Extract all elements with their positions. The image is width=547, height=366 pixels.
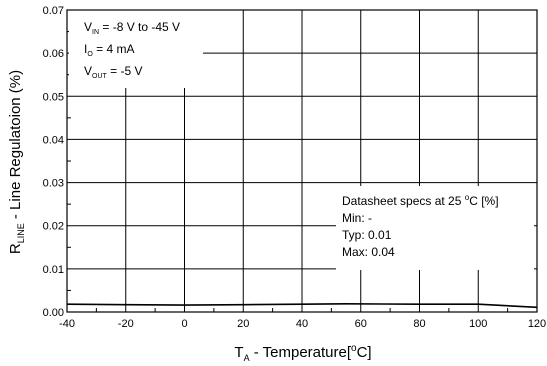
- condition-vout: VOUT = -5 V: [84, 64, 142, 80]
- y-tick-label: 0.07: [43, 5, 64, 17]
- specs-min: Min: -: [342, 211, 372, 225]
- y-axis-label: RLINE - Line Regulatoion (%): [7, 70, 26, 254]
- x-tick-label: 100: [469, 318, 487, 330]
- condition-io: IO = 4 mA: [84, 42, 134, 58]
- condition-vin: VIN = -8 V to -45 V: [84, 20, 180, 36]
- grid-lines: [67, 10, 537, 312]
- plot-frame: [66, 9, 538, 313]
- y-tick-label: 0.04: [43, 134, 64, 146]
- x-tick-label: -40: [59, 318, 75, 330]
- datasheet-specs-box: Datasheet specs at 25 oC [%] Min: - Typ:…: [336, 186, 534, 270]
- specs-typ: Typ: 0.01: [342, 228, 392, 242]
- line-regulation-series: [66, 302, 538, 309]
- y-tick-label: 0.00: [43, 307, 64, 319]
- specs-max: Max: 0.04: [342, 245, 395, 259]
- x-tick-label: 60: [355, 318, 367, 330]
- x-axis-ticks: -40 -20 0 20 40 60 80 100 120: [59, 308, 546, 330]
- y-tick-label: 0.03: [43, 178, 64, 190]
- y-axis-ticks: 0.00 0.01 0.02 0.03 0.04 0.05 0.06 0.07: [43, 5, 71, 319]
- x-tick-label: 0: [181, 318, 187, 330]
- y-tick-label: 0.01: [43, 264, 64, 276]
- x-tick-label: 40: [296, 318, 308, 330]
- x-axis-label: TA - Temperature[oC]: [234, 343, 371, 363]
- y-tick-label: 0.02: [43, 221, 64, 233]
- x-tick-label: 120: [528, 318, 546, 330]
- y-tick-label: 0.06: [43, 48, 64, 60]
- x-tick-label: -20: [118, 318, 134, 330]
- x-tick-label: 80: [413, 318, 425, 330]
- conditions-legend: VIN = -8 V to -45 V IO = 4 mA VOUT = -5 …: [69, 8, 203, 88]
- specs-title: Datasheet specs at 25 oC [%]: [342, 193, 499, 208]
- y-tick-label: 0.05: [43, 91, 64, 103]
- x-tick-label: 20: [237, 318, 249, 330]
